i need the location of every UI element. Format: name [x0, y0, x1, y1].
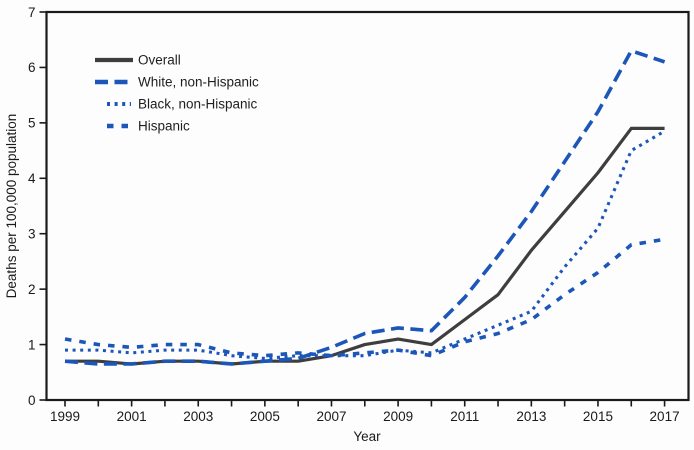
legend-item-black-non-hispanic: Black, non-Hispanic	[107, 97, 258, 112]
plot-border	[45, 10, 690, 402]
legend-label-white-non-hispanic: White, non-Hispanic	[138, 75, 259, 90]
legend-label-overall: Overall	[138, 53, 181, 68]
series-line-hispanic	[64, 237, 665, 358]
x-tick-label: 2017	[650, 409, 680, 424]
axis-ticks: 0 1 2 3 4 5 6 7 1999 2001 2003 2005 2007 2009 2011 2013…	[28, 5, 680, 424]
data-lines	[64, 48, 666, 366]
x-tick-label: 2007	[316, 409, 346, 424]
y-tick-label: 3	[28, 227, 36, 242]
y-tick-label: 5	[28, 116, 36, 131]
legend-item-overall: Overall	[95, 53, 181, 68]
x-tick-label: 2013	[516, 409, 546, 424]
x-tick-label: 2001	[117, 409, 147, 424]
y-tick-label: 6	[28, 60, 36, 75]
x-tick-label: 2015	[583, 409, 613, 424]
x-axis-title: Year	[353, 429, 381, 444]
legend-item-hispanic: Hispanic	[107, 119, 190, 134]
y-tick-label: 1	[28, 337, 36, 352]
x-tick-label: 2005	[250, 409, 280, 424]
y-tick-label: 7	[28, 5, 36, 20]
legend: Overall White, non-Hispanic Black, non-H…	[95, 53, 259, 134]
y-tick-label: 0	[28, 393, 36, 408]
series-line-black-non-hispanic	[65, 129, 666, 360]
x-tick-label: 1999	[50, 409, 80, 424]
x-tick-label: 2009	[383, 409, 413, 424]
x-tick-label: 2011	[450, 409, 479, 424]
series-line-overall	[65, 126, 665, 366]
legend-label-hispanic: Hispanic	[138, 119, 190, 134]
legend-item-white-non-hispanic: White, non-Hispanic	[95, 75, 259, 90]
x-tick-label: 2003	[183, 409, 213, 424]
series-line-white-non-hispanic	[64, 48, 666, 366]
y-tick-label: 2	[28, 282, 36, 297]
y-axis-title: Deaths per 100,000 population	[4, 114, 19, 299]
y-tick-label: 4	[28, 171, 36, 186]
legend-label-black-non-hispanic: Black, non-Hispanic	[138, 97, 258, 112]
